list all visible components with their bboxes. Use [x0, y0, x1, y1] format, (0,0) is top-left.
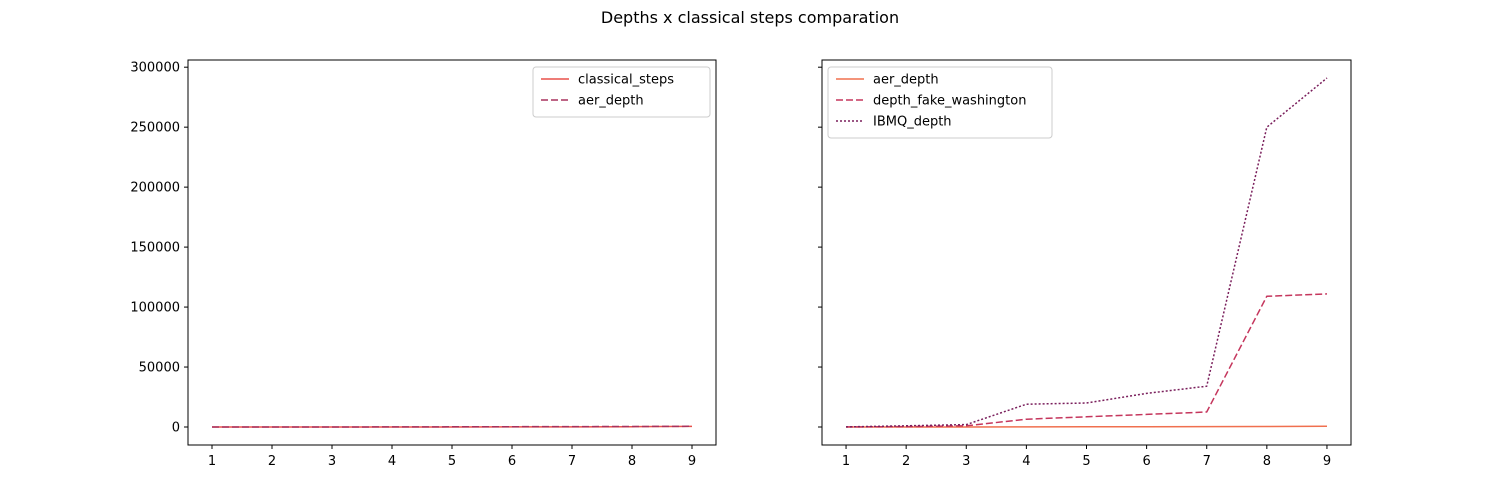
y-tick-label: 300000 — [130, 61, 180, 76]
figure-title: Depths x classical steps comparation — [600, 8, 900, 27]
legend-label: aer_depth — [873, 73, 939, 88]
y-tick-label: 0 — [172, 421, 180, 436]
series-line-IBMQ_depth — [845, 77, 1328, 428]
y-tick-label: 200000 — [130, 181, 180, 196]
series-line-aer_depth — [212, 425, 693, 428]
x-tick-label: 8 — [1263, 454, 1271, 469]
subplot-2: 1 2 3 4 5 6 7 8 9 aer_depth depth_fake_washington I… — [818, 59, 1352, 469]
x-tick-label: 4 — [1022, 454, 1030, 469]
x-tick-label: 3 — [328, 454, 336, 469]
legend-box — [827, 66, 1053, 139]
x-tick-label: 7 — [1203, 454, 1211, 469]
y-tick-label: 250000 — [130, 121, 180, 136]
y-tick-label: 50000 — [139, 361, 180, 376]
x-tick-label: 3 — [962, 454, 970, 469]
x-tick-label: 9 — [688, 454, 696, 469]
legend-box — [532, 66, 711, 118]
x-tick-label: 5 — [448, 454, 456, 469]
x-tick-label: 1 — [208, 454, 216, 469]
legend: classical_steps aer_depth — [532, 66, 711, 118]
legend-label: aer_depth — [578, 94, 644, 109]
subplot-1: 1 2 3 4 5 6 7 8 9 0 50000 100000 150000 200000 250000 3… — [130, 59, 717, 469]
series-line-depth_fake_washington — [845, 293, 1328, 428]
x-tick-label: 9 — [1323, 454, 1331, 469]
legend-label: classical_steps — [578, 73, 674, 88]
x-tick-label: 2 — [902, 454, 910, 469]
x-tick-label: 7 — [568, 454, 576, 469]
x-tick-label: 5 — [1082, 454, 1090, 469]
legend-label: depth_fake_washington — [873, 94, 1026, 109]
x-tick-label: 1 — [842, 454, 850, 469]
y-tick-label: 150000 — [130, 241, 180, 256]
legend-label: IBMQ_depth — [873, 115, 952, 130]
x-tick-label: 6 — [1142, 454, 1150, 469]
axes-frame — [187, 59, 717, 446]
x-tick-label: 8 — [628, 454, 636, 469]
legend: aer_depth depth_fake_washington IBMQ_depth — [827, 66, 1053, 139]
x-tick-label: 4 — [388, 454, 396, 469]
y-tick-label: 100000 — [130, 301, 180, 316]
x-tick-label: 2 — [268, 454, 276, 469]
x-tick-label: 6 — [508, 454, 516, 469]
